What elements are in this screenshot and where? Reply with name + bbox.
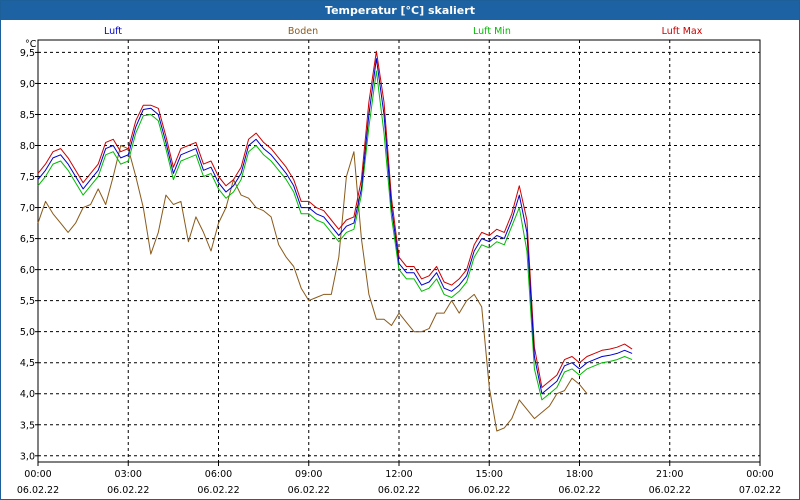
grid-lines	[37, 40, 761, 462]
y-axis: 3,0 3,5 4,0 4,5 5,0 5,5 6,0 6,5 7,0 7,5 8,0 8,5 9,0 9…	[20, 48, 38, 462]
y-tick-label: 3,5	[20, 420, 35, 431]
series-lines	[37, 50, 633, 432]
y-tick-label: 5,0	[20, 327, 35, 338]
x-tick-time: 00:00	[746, 469, 773, 480]
y-tick-label: 4,0	[20, 389, 35, 400]
y-tick-label: 3,0	[20, 451, 35, 462]
legend-entry: Luft Min	[473, 26, 511, 37]
series-line-luft	[37, 58, 633, 395]
y-tick-label: 4,5	[20, 358, 35, 369]
y-tick-label: 7,0	[20, 203, 35, 214]
series-line-boden	[37, 145, 588, 432]
y-tick-label: 5,5	[20, 296, 35, 307]
legend-entry: Boden	[288, 26, 318, 37]
x-tick-date: 06.02.22	[468, 485, 510, 496]
x-tick-date: 06.02.22	[288, 485, 330, 496]
window-title: Temperatur [°C] skaliert	[1, 1, 799, 20]
x-tick-time: 12:00	[385, 469, 412, 480]
x-tick-time: 03:00	[115, 469, 142, 480]
x-axis: 00:00 06.02.22 03:00 06.02.22 06:00 06.02.22 0…	[17, 462, 781, 496]
x-tick-time: 18:00	[566, 469, 593, 480]
x-tick-date: 06.02.22	[558, 485, 600, 496]
x-tick-date: 06.02.22	[197, 485, 239, 496]
x-tick-date: 06.02.22	[107, 485, 149, 496]
y-tick-label: 7,5	[20, 172, 35, 183]
y-axis-unit: °C	[25, 39, 37, 50]
legend-entry: Luft	[104, 26, 122, 37]
x-tick-date: 06.02.22	[17, 485, 59, 496]
y-tick-label: 6,0	[20, 265, 35, 276]
x-tick-date: 07.02.22	[739, 485, 781, 496]
y-tick-label: 6,5	[20, 234, 35, 245]
legend-entry: Luft Max	[662, 26, 703, 37]
x-tick-time: 00:00	[24, 469, 51, 480]
x-tick-time: 06:00	[205, 469, 232, 480]
y-tick-label: 9,0	[20, 79, 35, 90]
y-tick-label: 8,0	[20, 141, 35, 152]
x-tick-date: 06.02.22	[378, 485, 420, 496]
series-line-luft-max	[37, 50, 633, 388]
series-line-luft-min	[37, 70, 633, 401]
legend: Luft Boden Luft Min Luft Max	[104, 26, 703, 37]
x-tick-date: 06.02.22	[649, 485, 691, 496]
y-tick-label: 8,5	[20, 110, 35, 121]
x-tick-time: 15:00	[476, 469, 503, 480]
x-tick-time: 21:00	[656, 469, 683, 480]
y-tick-label: 9,5	[20, 48, 35, 59]
x-tick-time: 09:00	[295, 469, 322, 480]
